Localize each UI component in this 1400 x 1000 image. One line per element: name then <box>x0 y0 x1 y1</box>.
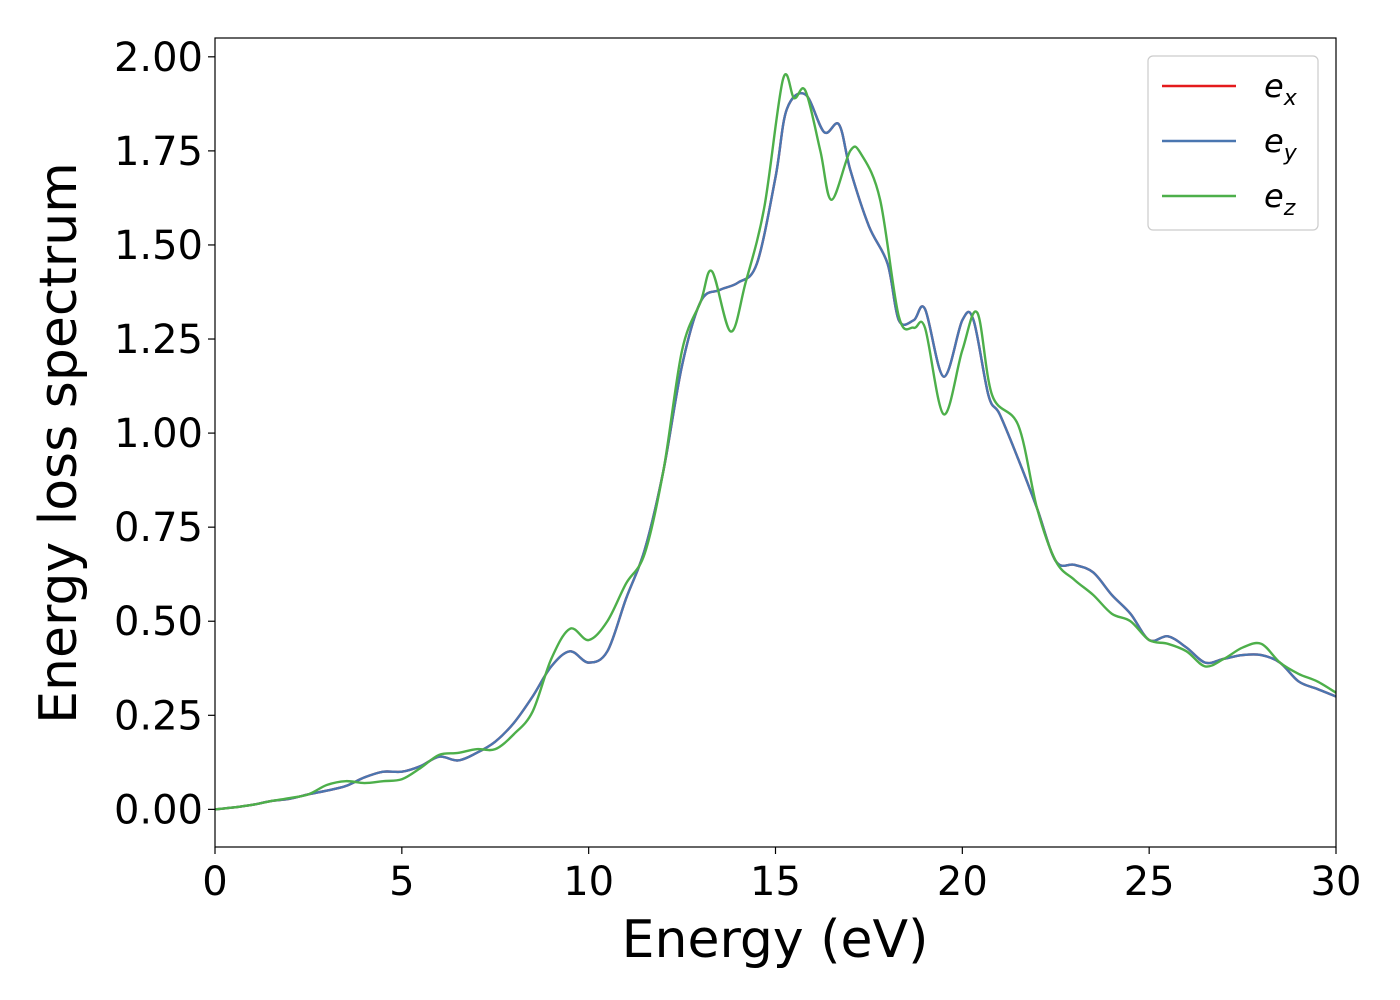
x-tick-label: 25 <box>1124 859 1175 905</box>
x-tick-label: 15 <box>750 859 801 905</box>
x-tick-label: 10 <box>563 859 614 905</box>
x-tick-label: 0 <box>202 859 227 905</box>
legend-label-ey: ey <box>1264 122 1298 166</box>
series-line-ey <box>214 92 1337 811</box>
x-axis-ticks: 0 5 10 15 20 25 30 <box>202 847 1361 905</box>
legend-label-ex: ex <box>1264 67 1298 111</box>
legend-box <box>1147 55 1319 231</box>
x-tick-label: 5 <box>389 859 414 905</box>
legend: ex ey ez <box>1147 55 1319 231</box>
x-tick-label: 20 <box>937 859 988 905</box>
y-tick-label: 0.00 <box>114 787 203 833</box>
series-layer <box>214 73 1337 811</box>
y-tick-label: 1.00 <box>114 411 203 457</box>
y-tick-label: 2.00 <box>114 35 203 81</box>
y-tick-label: 0.75 <box>114 505 203 551</box>
y-tick-label: 1.25 <box>114 317 203 363</box>
x-tick-label: 30 <box>1311 859 1362 905</box>
y-axis-ticks: 0.00 0.25 0.50 0.75 1.00 1.25 1.50 1.75 2.00 <box>114 35 215 833</box>
x-axis-label: Energy (eV) <box>622 910 929 970</box>
series-line-ez <box>214 73 1337 811</box>
legend-label-ez: ez <box>1264 177 1296 221</box>
y-tick-label: 0.50 <box>114 599 203 645</box>
y-tick-label: 0.25 <box>114 693 203 739</box>
y-tick-label: 1.75 <box>114 129 203 175</box>
y-axis-label: Energy loss spectrum <box>29 162 89 724</box>
y-tick-label: 1.50 <box>114 223 203 269</box>
